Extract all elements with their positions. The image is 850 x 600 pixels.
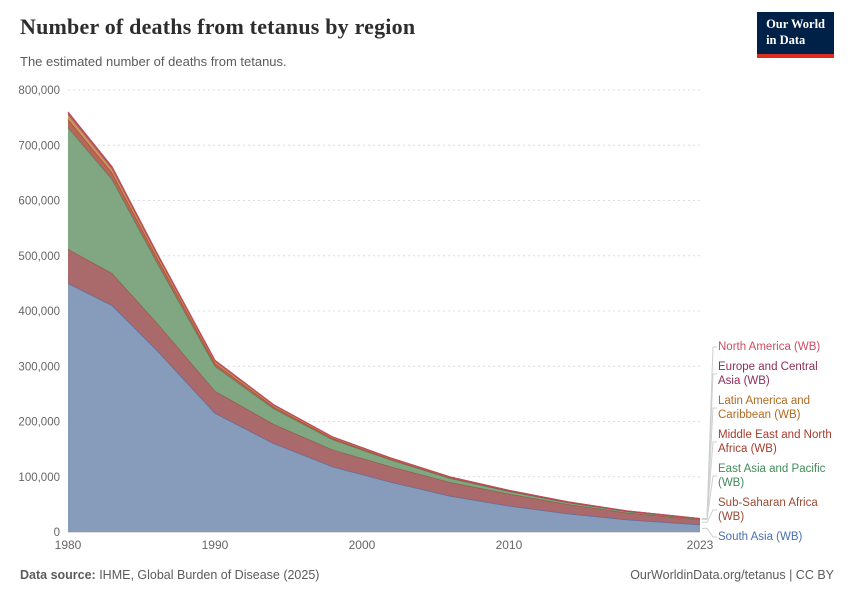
svg-text:2000: 2000 [349,538,376,552]
legend-label: Sub-Saharan Africa (WB) [718,497,818,524]
svg-text:700,000: 700,000 [18,140,60,152]
owid-logo-line2: in Data [766,32,806,47]
legend-item-middle-east-north-africa[interactable]: Middle East and North Africa (WB) [718,428,838,456]
svg-text:400,000: 400,000 [18,306,60,318]
legend: North America (WB) Europe and Central As… [718,340,838,544]
legend-item-sub-saharan-africa[interactable]: Sub-Saharan Africa (WB) [718,496,838,524]
legend-item-latin-america-caribbean[interactable]: Latin America and Caribbean (WB) [718,394,838,422]
legend-item-north-america[interactable]: North America (WB) [718,340,838,354]
svg-text:1990: 1990 [202,538,229,552]
page-title: Number of deaths from tetanus by region [20,14,416,39]
chart-area[interactable]: 0 100,000 200,000 300,000 400,000 500,000 600,… [0,85,850,565]
owid-logo[interactable]: Our World in Data [757,12,834,59]
footer: Data source: IHME, Global Burden of Dise… [20,568,834,582]
legend-label: North America (WB) [718,341,821,353]
svg-text:100,000: 100,000 [18,472,60,484]
stacked-area-chart[interactable]: 0 100,000 200,000 300,000 400,000 500,000 600,… [0,85,850,565]
legend-label: Latin America and Caribbean (WB) [718,395,811,422]
page-subtitle: The estimated number of deaths from teta… [20,54,287,69]
svg-text:800,000: 800,000 [18,85,60,97]
owid-logo-line1: Our World [766,17,825,31]
svg-text:0: 0 [54,527,60,539]
svg-text:300,000: 300,000 [18,361,60,373]
legend-label: Europe and Central Asia (WB) [718,361,818,388]
data-source-text: Data source: IHME, Global Burden of Dise… [20,568,320,582]
legend-label: Middle East and North Africa (WB) [718,429,832,456]
svg-text:600,000: 600,000 [18,196,60,208]
legend-label: South Asia (WB) [718,531,803,544]
svg-text:2010: 2010 [496,538,523,552]
legend-item-east-asia-pacific[interactable]: East Asia and Pacific (WB) [718,462,838,490]
svg-text:500,000: 500,000 [18,251,60,263]
legend-label: East Asia and Pacific (WB) [718,463,826,490]
citation-link[interactable]: OurWorldinData.org/tetanus | CC BY [630,568,834,582]
legend-item-south-asia[interactable]: South Asia (WB) [718,530,838,544]
svg-text:1980: 1980 [55,538,82,552]
svg-text:200,000: 200,000 [18,417,60,429]
svg-text:2023: 2023 [687,538,714,552]
legend-item-europe-central-asia[interactable]: Europe and Central Asia (WB) [718,360,838,388]
data-source-label: Data source: [20,568,96,582]
